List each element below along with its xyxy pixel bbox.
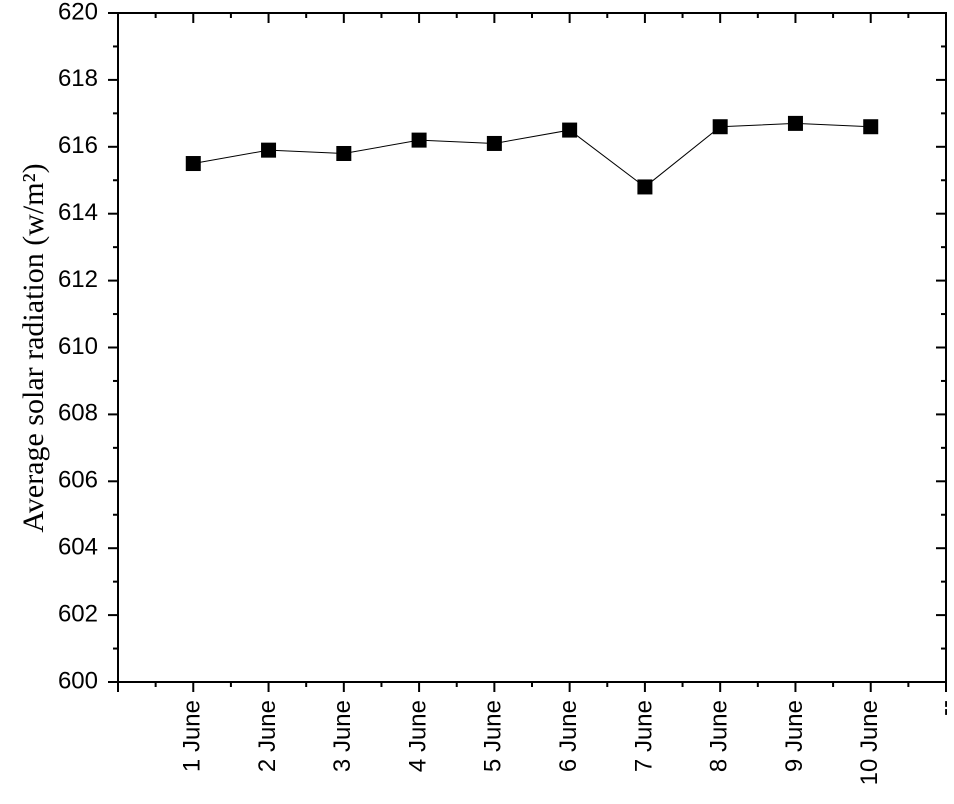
x-tick-label: 5 June — [480, 700, 507, 772]
y-tick-label: 608 — [58, 400, 98, 427]
y-axis-title: Average solar radiation (w/m²) — [17, 163, 50, 532]
y-tick-label: 618 — [58, 65, 98, 92]
x-tick-label: 6 June — [555, 700, 582, 772]
y-tick-label: 602 — [58, 600, 98, 627]
series-line — [193, 122, 871, 188]
x-tick-label: 3 June — [329, 700, 356, 772]
y-tick-label: 620 — [58, 0, 98, 25]
y-tick-label: 600 — [58, 667, 98, 694]
y-tick-label: 606 — [58, 467, 98, 494]
x-tick-label: 8 June — [706, 700, 733, 772]
y-tick-label: 612 — [58, 266, 98, 293]
point — [185, 156, 201, 172]
x-tick-label: 4 June — [404, 700, 431, 772]
x-tick-label: 1 June — [179, 700, 206, 772]
point — [787, 115, 803, 131]
point — [411, 132, 427, 148]
point — [562, 122, 578, 138]
x-tick-label: -- — [931, 700, 954, 716]
point — [712, 119, 728, 135]
point — [637, 179, 653, 195]
x-tick-label: 10 June — [856, 700, 883, 785]
point — [486, 135, 502, 151]
y-tick-label: 614 — [58, 199, 98, 226]
x-tick-label: 7 June — [630, 700, 657, 772]
point — [863, 119, 879, 135]
x-tick-label: 2 June — [254, 700, 281, 772]
y-tick-label: 616 — [58, 132, 98, 159]
x-tick-label: 9 June — [781, 700, 808, 772]
y-tick-label: 604 — [58, 534, 98, 561]
plot-frame — [117, 12, 947, 683]
point — [336, 145, 352, 161]
y-tick-label: 610 — [58, 333, 98, 360]
point — [261, 142, 277, 158]
